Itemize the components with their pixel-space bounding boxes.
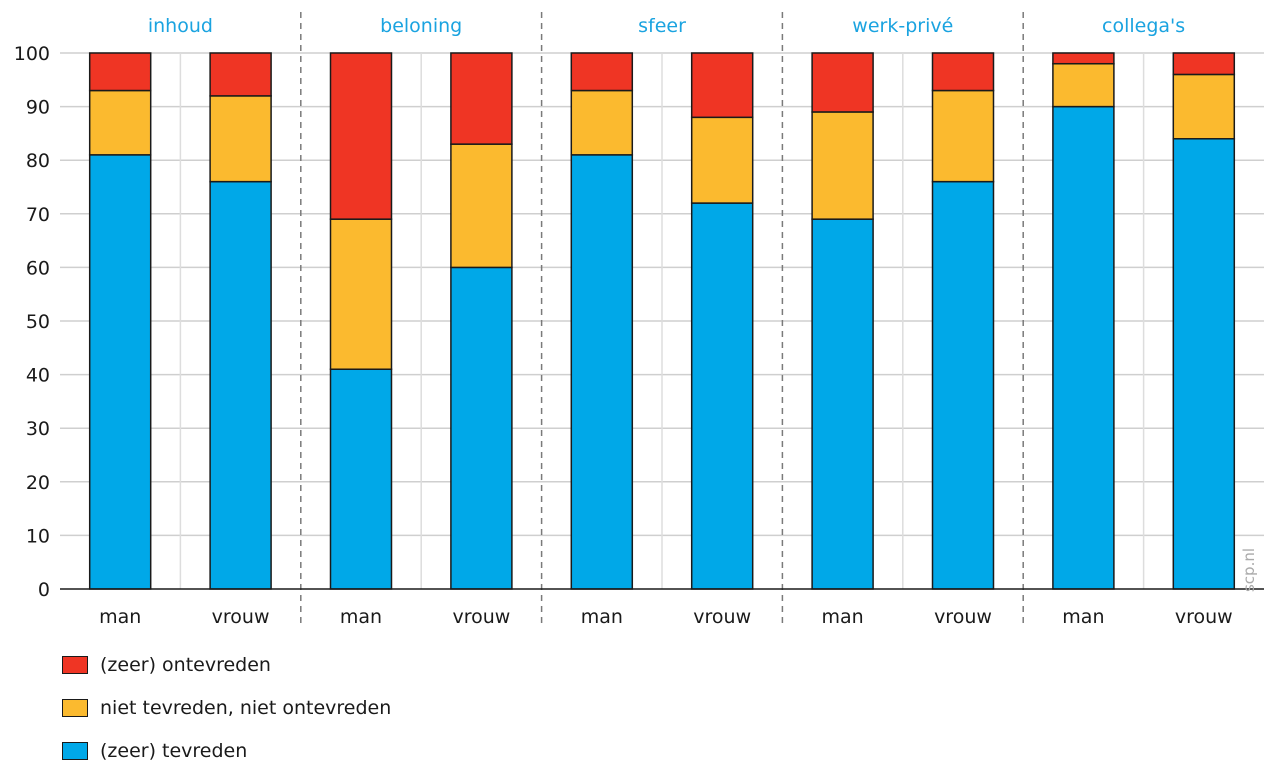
y-tick-label: 10	[26, 525, 50, 547]
y-tick-label: 80	[26, 150, 50, 172]
bar-segment-zeer-ontevreden	[570, 52, 634, 92]
watermark-text: scp.nl	[1240, 547, 1258, 593]
y-tick-label: 70	[26, 204, 50, 226]
legend-swatch-neutraal	[62, 699, 88, 717]
bar-segment-zeer-tevreden	[690, 202, 754, 590]
y-tick-label: 90	[26, 97, 50, 119]
bar-segment-zeer-tevreden	[570, 154, 634, 590]
bar-segment-zeer-ontevreden	[88, 52, 152, 92]
x-tick-label-man: man	[340, 606, 382, 628]
x-tick-label-vrouw: vrouw	[934, 606, 992, 628]
y-tick-label: 0	[38, 579, 50, 601]
bar-segment-niet-tevreden-niet-ontevreden	[931, 89, 995, 183]
bar-segment-zeer-ontevreden	[931, 52, 995, 92]
bar-segment-zeer-ontevreden	[811, 52, 874, 113]
bar-segment-niet-tevreden-niet-ontevreden	[811, 111, 874, 220]
x-tick-label-man: man	[581, 606, 623, 628]
bar-segment-zeer-ontevreden	[690, 52, 754, 119]
legend-item-zeer-tevreden: (zeer) tevreden	[62, 739, 247, 763]
group-label-werk-priv: werk-privé	[852, 15, 953, 37]
x-tick-label-man: man	[99, 606, 141, 628]
x-tick-label-vrouw: vrouw	[452, 606, 510, 628]
bar-segment-niet-tevreden-niet-ontevreden	[450, 143, 513, 269]
x-tick-label-man: man	[821, 606, 863, 628]
y-tick-label: 60	[26, 257, 50, 279]
bar-segment-zeer-ontevreden	[450, 52, 513, 145]
bar-segment-zeer-tevreden	[811, 218, 874, 590]
bar-segment-niet-tevreden-niet-ontevreden	[570, 89, 634, 156]
bar-segment-niet-tevreden-niet-ontevreden	[329, 218, 393, 370]
bar-segment-zeer-ontevreden	[1052, 52, 1115, 65]
group-label-collega-s: collega's	[1102, 15, 1185, 37]
y-tick-label: 20	[26, 472, 50, 494]
legend-item-zeer-ontevreden: (zeer) ontevreden	[62, 653, 271, 677]
bar-segment-zeer-tevreden	[209, 180, 272, 590]
legend-label-zeer-ontevreden: (zeer) ontevreden	[100, 654, 271, 676]
legend-swatch-zeer-tevreden	[62, 742, 88, 760]
y-tick-label: 50	[26, 311, 50, 333]
bar-segment-niet-tevreden-niet-ontevreden	[690, 116, 754, 204]
bar-segment-zeer-ontevreden	[209, 52, 272, 97]
bar-segment-zeer-ontevreden	[329, 52, 393, 220]
group-label-inhoud: inhoud	[148, 15, 213, 37]
bar-segment-zeer-tevreden	[450, 266, 513, 590]
bar-segment-niet-tevreden-niet-ontevreden	[1052, 62, 1115, 108]
stacked-bar-chart: 0 10 20 30 40 50 60 70 80 90 100 inhoud beloning sfee…	[14, 12, 1264, 628]
bar-segment-zeer-tevreden	[329, 368, 393, 590]
bar-segment-zeer-tevreden	[1052, 105, 1115, 590]
bar-segment-niet-tevreden-niet-ontevreden	[88, 89, 152, 156]
y-tick-label: 40	[26, 365, 50, 387]
x-tick-label-vrouw: vrouw	[693, 606, 751, 628]
bar-segment-zeer-tevreden	[88, 154, 152, 590]
legend-label-neutraal: niet tevreden, niet ontevreden	[100, 697, 392, 719]
x-tick-label-vrouw: vrouw	[212, 606, 270, 628]
bar-segment-niet-tevreden-niet-ontevreden	[1172, 73, 1236, 140]
legend-label-zeer-tevreden: (zeer) tevreden	[100, 740, 248, 762]
bar-segment-niet-tevreden-niet-ontevreden	[209, 95, 272, 183]
y-tick-label: 30	[26, 418, 50, 440]
legend-swatch-zeer-ontevreden	[62, 656, 88, 674]
y-tick-label: 100	[14, 43, 50, 65]
group-label-beloning: beloning	[380, 15, 462, 37]
group-label-sfeer: sfeer	[638, 15, 686, 37]
bar-segment-zeer-ontevreden	[1172, 52, 1236, 76]
legend-item-neutraal: niet tevreden, niet ontevreden	[62, 696, 391, 720]
bar-segment-zeer-tevreden	[1172, 138, 1236, 590]
bar-segment-zeer-tevreden	[931, 180, 995, 590]
x-tick-label-vrouw: vrouw	[1175, 606, 1233, 628]
x-tick-label-man: man	[1062, 606, 1104, 628]
watermark: scp.nl	[1238, 548, 1260, 592]
